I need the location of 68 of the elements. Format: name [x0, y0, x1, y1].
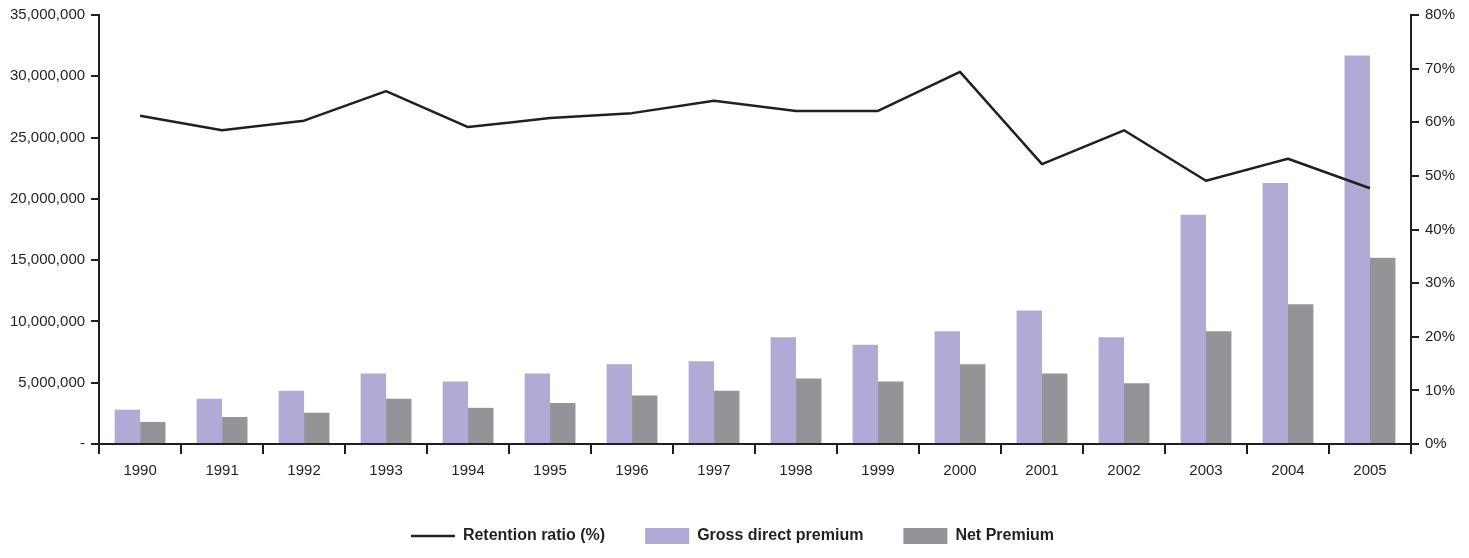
bar	[1287, 304, 1314, 443]
bar	[386, 398, 412, 443]
bar	[524, 373, 551, 443]
bar	[114, 409, 141, 443]
bar	[140, 421, 166, 443]
bar	[196, 398, 223, 443]
x-tick-label: 2001	[1025, 461, 1059, 479]
y-tick-label: 30,000,000	[10, 66, 86, 84]
bar	[550, 402, 576, 443]
bar	[714, 390, 740, 443]
legend-label: Retention ratio (%)	[462, 526, 606, 544]
x-tick-label: 1991	[205, 461, 239, 479]
y2-tick-label: 70%	[1424, 58, 1456, 76]
x-tick-label: 1998	[779, 461, 813, 479]
bar	[1262, 182, 1288, 443]
bar	[1042, 373, 1068, 443]
bar	[934, 331, 961, 443]
y2-tick-label: 40%	[1424, 219, 1456, 237]
x-tick-label: 1997	[697, 461, 731, 479]
x-tick-label: 1992	[287, 461, 321, 479]
y2-tick-label: 0%	[1424, 434, 1447, 452]
y-tick-label: 10,000,000	[10, 311, 86, 329]
y-tick-label: 5,000,000	[18, 372, 86, 390]
bar	[960, 364, 986, 443]
x-tick-label: 1993	[369, 461, 403, 479]
bar	[278, 390, 305, 443]
y2-tick-label: 80%	[1424, 5, 1456, 23]
x-tick-label: 2000	[943, 461, 977, 479]
bar	[852, 344, 879, 443]
bar	[606, 364, 633, 443]
legend-label: Net Premium	[955, 526, 1055, 544]
bar	[688, 361, 715, 443]
y2-tick-label: 20%	[1424, 326, 1456, 344]
legend-label: Gross direct premium	[697, 526, 864, 544]
bar	[1098, 337, 1124, 443]
y-tick-label: 15,000,000	[10, 250, 86, 268]
bar	[1124, 383, 1150, 443]
bar	[442, 381, 469, 443]
bar	[1016, 310, 1043, 443]
x-tick-label: 2004	[1271, 461, 1305, 479]
bar	[632, 395, 658, 443]
bar	[770, 337, 797, 443]
y-tick-label: -	[80, 434, 86, 452]
bar	[878, 381, 904, 443]
bar	[1205, 331, 1232, 443]
y2-tick-label: 30%	[1424, 273, 1456, 291]
x-tick-label: 1994	[451, 461, 485, 479]
x-tick-label: 2002	[1107, 461, 1141, 479]
x-tick-label: 2003	[1189, 461, 1223, 479]
y-tick-label: 35,000,000	[10, 5, 86, 23]
bar	[1344, 55, 1370, 443]
x-tick-label: 1996	[615, 461, 649, 479]
bar	[1369, 257, 1396, 443]
bar	[360, 373, 387, 443]
x-tick-label: 2005	[1353, 461, 1387, 479]
y2-tick-label: 50%	[1424, 166, 1456, 184]
bar	[1180, 214, 1206, 443]
y-tick-label: 25,000,000	[10, 127, 86, 145]
x-tick-label: 1995	[533, 461, 567, 479]
y2-tick-label: 10%	[1424, 380, 1456, 398]
x-tick-label: 1999	[861, 461, 895, 479]
bar	[468, 407, 494, 443]
bar	[304, 412, 330, 443]
y-tick-label: 20,000,000	[10, 189, 86, 206]
y2-tick-label: 60%	[1424, 112, 1456, 130]
bar	[796, 378, 822, 443]
bar	[222, 417, 248, 443]
x-tick-label: 1990	[123, 461, 157, 479]
